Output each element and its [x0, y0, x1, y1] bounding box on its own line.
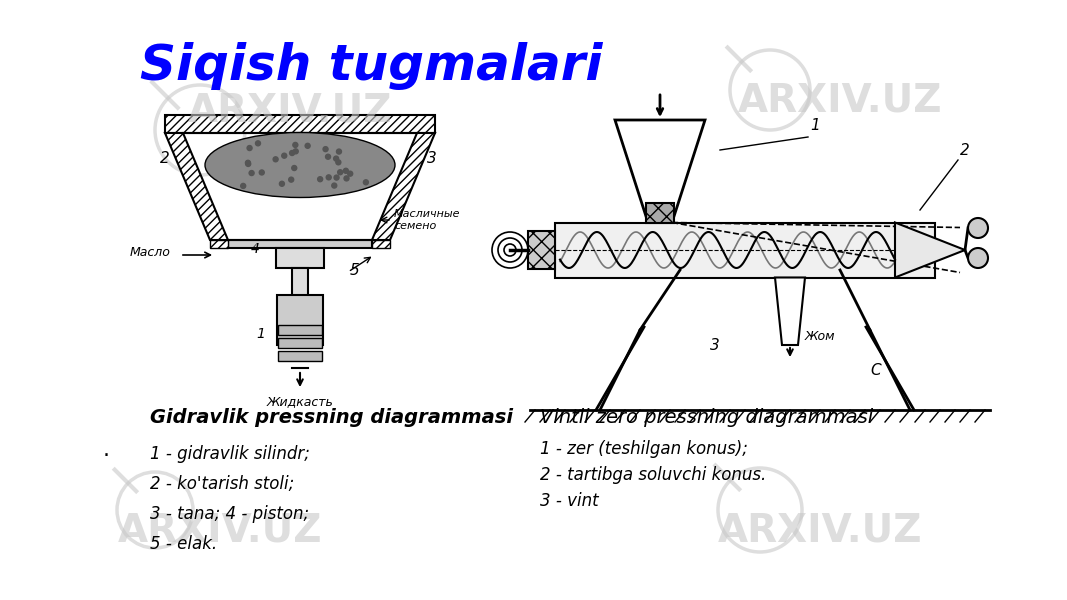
Text: ARXIV.UZ: ARXIV.UZ — [718, 511, 922, 549]
Text: ARXIV.UZ: ARXIV.UZ — [737, 81, 942, 119]
Text: 1: 1 — [810, 118, 819, 133]
Circle shape — [245, 160, 251, 166]
Circle shape — [323, 146, 328, 152]
Text: 2 - tartibga soluvchi konus.: 2 - tartibga soluvchi konus. — [540, 466, 766, 484]
Circle shape — [289, 151, 294, 155]
Text: 2: 2 — [160, 151, 170, 166]
Circle shape — [245, 161, 251, 166]
Text: 2 - ko'tarish stoli;: 2 - ko'tarish stoli; — [150, 475, 294, 493]
Polygon shape — [372, 133, 435, 240]
Text: 1 - zer (teshilgan konus);: 1 - zer (teshilgan konus); — [540, 440, 748, 458]
FancyBboxPatch shape — [165, 115, 435, 133]
Text: Gidravlik pressning diagrammasi: Gidravlik pressning diagrammasi — [150, 408, 513, 427]
Circle shape — [249, 170, 254, 176]
Circle shape — [332, 183, 337, 188]
Circle shape — [248, 146, 252, 151]
FancyBboxPatch shape — [278, 351, 322, 361]
FancyBboxPatch shape — [210, 240, 228, 248]
Polygon shape — [895, 223, 965, 277]
Circle shape — [334, 156, 338, 161]
Text: 2: 2 — [960, 143, 970, 158]
Text: ARXIV.UZ: ARXIV.UZ — [188, 91, 393, 129]
Circle shape — [280, 181, 285, 186]
Circle shape — [364, 180, 368, 185]
Circle shape — [291, 166, 297, 170]
FancyBboxPatch shape — [278, 338, 322, 348]
Text: .: . — [103, 440, 110, 460]
Circle shape — [318, 177, 322, 182]
Circle shape — [292, 142, 298, 148]
Text: 5 - elak.: 5 - elak. — [150, 535, 217, 553]
Polygon shape — [775, 277, 805, 345]
Text: 1: 1 — [256, 327, 265, 341]
Polygon shape — [165, 133, 228, 240]
FancyBboxPatch shape — [646, 202, 674, 223]
Text: C: C — [870, 363, 880, 378]
Circle shape — [282, 153, 287, 158]
Text: Жом: Жом — [805, 331, 835, 343]
Circle shape — [327, 175, 331, 180]
Circle shape — [289, 177, 293, 182]
Text: Siqish tugmalari: Siqish tugmalari — [140, 42, 603, 90]
Text: 1 - gidravlik silindr;: 1 - gidravlik silindr; — [150, 445, 309, 463]
Circle shape — [337, 170, 343, 175]
Circle shape — [255, 141, 260, 146]
Circle shape — [293, 149, 299, 154]
Text: Масло: Масло — [130, 245, 171, 259]
Text: 3: 3 — [427, 151, 436, 166]
FancyBboxPatch shape — [277, 295, 323, 345]
FancyBboxPatch shape — [276, 248, 324, 268]
Circle shape — [273, 157, 278, 162]
Text: 3 - vint: 3 - vint — [540, 492, 599, 510]
Circle shape — [325, 154, 331, 159]
Ellipse shape — [205, 133, 395, 197]
Text: 3 - tana; 4 - piston;: 3 - tana; 4 - piston; — [150, 505, 309, 523]
Circle shape — [344, 176, 349, 181]
FancyBboxPatch shape — [278, 325, 322, 335]
Circle shape — [241, 184, 245, 188]
FancyBboxPatch shape — [372, 240, 391, 248]
FancyBboxPatch shape — [292, 268, 308, 320]
Polygon shape — [615, 120, 705, 223]
Circle shape — [259, 170, 265, 175]
Circle shape — [968, 248, 988, 268]
Text: 3: 3 — [710, 338, 720, 353]
Circle shape — [305, 143, 310, 148]
Text: Vintli zero pressning diagrammasi: Vintli zero pressning diagrammasi — [540, 408, 873, 427]
Circle shape — [344, 168, 348, 173]
Circle shape — [336, 160, 340, 165]
Text: 5: 5 — [350, 263, 360, 278]
Text: Масличные
семено: Масличные семено — [394, 209, 461, 231]
Circle shape — [348, 171, 353, 176]
FancyBboxPatch shape — [555, 223, 935, 277]
Circle shape — [336, 149, 341, 154]
Circle shape — [968, 218, 988, 238]
Text: ARXIV.UZ: ARXIV.UZ — [117, 511, 322, 549]
Text: 4: 4 — [251, 242, 260, 256]
FancyBboxPatch shape — [528, 231, 555, 269]
Text: Жидкасть: Жидкасть — [267, 395, 333, 408]
FancyBboxPatch shape — [228, 240, 372, 248]
Circle shape — [334, 175, 339, 180]
